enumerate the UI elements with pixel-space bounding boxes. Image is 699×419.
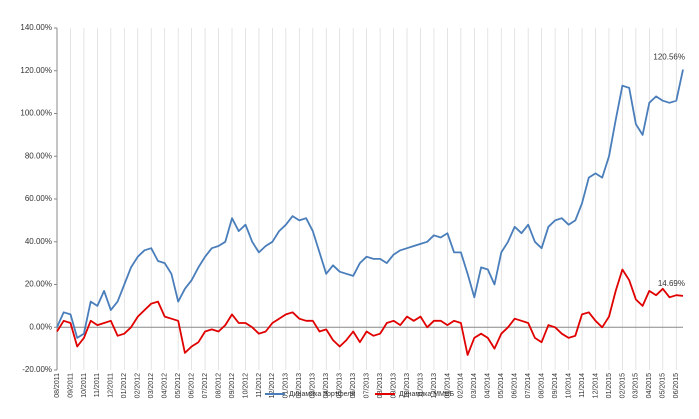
x-tick-label: 12/2013: [431, 373, 438, 398]
x-tick-label: 08/2012: [215, 373, 222, 398]
x-tick-label: 09/2013: [390, 373, 397, 398]
x-tick-label: 08/2013: [377, 373, 384, 398]
x-tick-label: 06/2014: [512, 373, 519, 398]
x-tick-label: 02/2013: [296, 373, 303, 398]
x-tick-label: 03/2012: [148, 373, 155, 398]
y-tick-label: 40.00%: [25, 237, 52, 246]
x-tick-label: 05/2012: [175, 373, 182, 398]
x-tick-label: 05/2013: [337, 373, 344, 398]
x-tick-label: 06/2012: [188, 373, 195, 398]
x-tick-label: 03/2013: [310, 373, 317, 398]
x-tick-label: 10/2013: [404, 373, 411, 398]
x-tick-label: 07/2012: [202, 373, 209, 398]
y-tick-label: 0.00%: [29, 322, 52, 331]
x-tick-label: 01/2015: [606, 373, 613, 398]
x-tick-label: 08/2011: [54, 373, 61, 398]
legend-label: Динамика портфеля: [289, 391, 355, 398]
x-tick-label: 08/2014: [538, 373, 545, 398]
y-tick-label: 20.00%: [25, 280, 52, 289]
x-tick-label: 07/2014: [525, 373, 532, 398]
y-tick-label: 80.00%: [25, 151, 52, 160]
x-tick-label: 05/2015: [660, 373, 667, 398]
x-tick-label: 09/2012: [229, 373, 236, 398]
x-tick-label: 07/2013: [363, 373, 370, 398]
x-tick-label: 04/2015: [646, 373, 653, 398]
x-tick-label: 03/2015: [633, 373, 640, 398]
x-tick-label: 04/2013: [323, 373, 330, 398]
x-tick-label: 12/2012: [269, 373, 276, 398]
series-line: [56, 268, 684, 356]
data-label: 14.69%: [658, 279, 685, 288]
x-tick-label: 01/2014: [444, 373, 451, 398]
y-tick-label: 120.00%: [20, 66, 52, 75]
y-tick-label: 60.00%: [25, 194, 52, 203]
x-tick-label: 02/2014: [458, 373, 465, 398]
x-tick-label: 11/2011: [94, 373, 101, 397]
x-tick-label: 01/2013: [283, 373, 290, 398]
x-tick-label: 02/2015: [619, 373, 626, 398]
x-tick-label: 11/2012: [256, 373, 263, 398]
x-tick-label: 09/2011: [67, 373, 74, 398]
x-tick-label: 12/2011: [108, 373, 115, 398]
y-tick-label: 140.00%: [20, 23, 52, 32]
x-tick-label: 06/2013: [350, 373, 357, 398]
x-tick-label: 10/2014: [565, 373, 572, 398]
x-tick-label: 10/2011: [81, 373, 88, 398]
x-tick-label: 01/2012: [121, 373, 128, 398]
x-tick-label: 04/2012: [162, 373, 169, 398]
x-tick-label: 05/2014: [498, 373, 505, 398]
x-tick-label: 11/2013: [417, 373, 424, 398]
data-label: 120.56%: [653, 53, 685, 62]
y-tick-label: 100.00%: [20, 109, 52, 118]
x-tick-label: 03/2014: [471, 373, 478, 398]
legend-label: Динамика ММВБ: [399, 391, 455, 398]
x-tick-label: 04/2014: [485, 373, 492, 398]
y-tick-label: -20.00%: [22, 365, 52, 374]
x-tick-label: 02/2012: [135, 373, 142, 398]
x-tick-label: 10/2012: [242, 373, 249, 398]
x-tick-label: 12/2014: [592, 373, 599, 398]
x-tick-label: 11/2014: [579, 373, 586, 398]
x-tick-label: 06/2015: [673, 373, 680, 398]
x-tick-label: 09/2014: [552, 373, 559, 398]
series-line: [56, 69, 684, 339]
